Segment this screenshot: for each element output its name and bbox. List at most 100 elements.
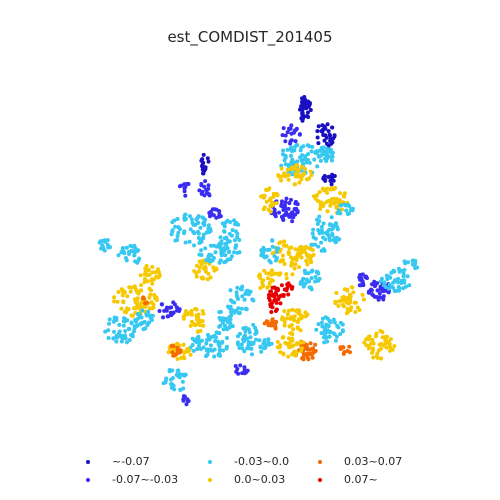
map-point <box>267 186 272 191</box>
map-point <box>205 156 210 161</box>
map-point <box>147 306 152 311</box>
map-point <box>196 329 200 334</box>
map-point <box>286 206 291 211</box>
map-point <box>156 270 161 275</box>
map-point <box>322 325 327 330</box>
map-point <box>116 253 121 258</box>
map-point <box>297 180 302 185</box>
map-point <box>316 228 321 233</box>
map-point <box>184 402 189 407</box>
map-point <box>195 221 200 226</box>
map-point <box>251 322 256 327</box>
map-point <box>200 164 204 169</box>
map-point <box>112 299 117 304</box>
map-point <box>212 354 217 359</box>
map-point <box>197 259 202 264</box>
map-point <box>258 345 263 350</box>
map-point <box>143 304 148 309</box>
map-point <box>216 339 220 344</box>
map-point <box>210 334 215 339</box>
map-point <box>377 291 382 296</box>
map-point <box>181 397 186 402</box>
map-point <box>257 338 262 343</box>
map-point <box>100 243 105 248</box>
map-point <box>274 246 279 251</box>
map-point <box>183 193 188 198</box>
map-point <box>130 313 135 318</box>
map-point <box>175 357 180 361</box>
map-point <box>182 182 187 187</box>
map-point <box>201 152 206 157</box>
map-point <box>319 240 324 245</box>
map-point <box>346 301 351 306</box>
map-point <box>380 287 385 292</box>
map-point <box>330 125 335 130</box>
map-point <box>349 305 354 310</box>
map-point <box>200 319 205 324</box>
map-point <box>275 193 280 198</box>
map-point <box>274 201 279 206</box>
map-point <box>334 197 339 201</box>
map-point <box>222 247 227 252</box>
map-point <box>282 239 287 244</box>
map-point <box>201 232 206 237</box>
map-point <box>198 225 203 230</box>
map-point <box>290 272 295 277</box>
map-point <box>233 221 238 226</box>
map-point <box>372 279 377 284</box>
map-point <box>329 182 334 187</box>
map-point <box>214 207 219 212</box>
map-point <box>309 254 314 259</box>
map-point <box>201 236 206 241</box>
map-point <box>317 214 322 219</box>
map-point <box>143 270 148 274</box>
map-point <box>284 276 289 281</box>
map-point <box>173 224 178 229</box>
map-point <box>273 309 278 313</box>
map-point <box>133 249 138 254</box>
map-point <box>132 284 137 289</box>
map-point <box>358 283 363 288</box>
map-point <box>187 239 192 244</box>
map-point <box>111 336 116 341</box>
legend-label: ~-0.07 <box>112 455 150 468</box>
map-point <box>328 187 333 192</box>
map-point <box>273 211 278 216</box>
map-point <box>307 176 312 181</box>
map-point <box>299 177 304 182</box>
map-point <box>175 217 180 221</box>
map-point <box>314 278 319 283</box>
map-point <box>247 330 252 335</box>
map-point <box>201 311 206 316</box>
map-point <box>120 249 125 254</box>
map-point <box>140 308 145 313</box>
map-point <box>169 344 174 348</box>
map-point <box>221 318 226 323</box>
map-point <box>262 342 267 347</box>
map-point <box>315 270 320 275</box>
map-point <box>261 245 266 250</box>
map-point <box>328 320 333 325</box>
map-point <box>100 239 105 243</box>
map-point <box>338 203 343 208</box>
map-point <box>300 96 304 101</box>
map-point <box>332 174 337 178</box>
map-point <box>289 123 294 128</box>
map-point <box>245 288 250 293</box>
map-point <box>147 295 152 300</box>
map-point <box>107 317 112 322</box>
map-point <box>370 346 375 351</box>
map-point <box>204 354 208 359</box>
map-point <box>263 345 268 350</box>
map-point <box>338 191 343 196</box>
map-point <box>341 345 346 350</box>
map-point <box>287 201 292 206</box>
map-point <box>321 247 326 252</box>
map-point <box>120 293 125 298</box>
map-point <box>396 266 401 271</box>
map-point <box>317 190 322 195</box>
map-point <box>206 335 211 340</box>
map-point <box>304 343 309 347</box>
map-point <box>261 283 266 288</box>
map-point <box>291 317 296 322</box>
